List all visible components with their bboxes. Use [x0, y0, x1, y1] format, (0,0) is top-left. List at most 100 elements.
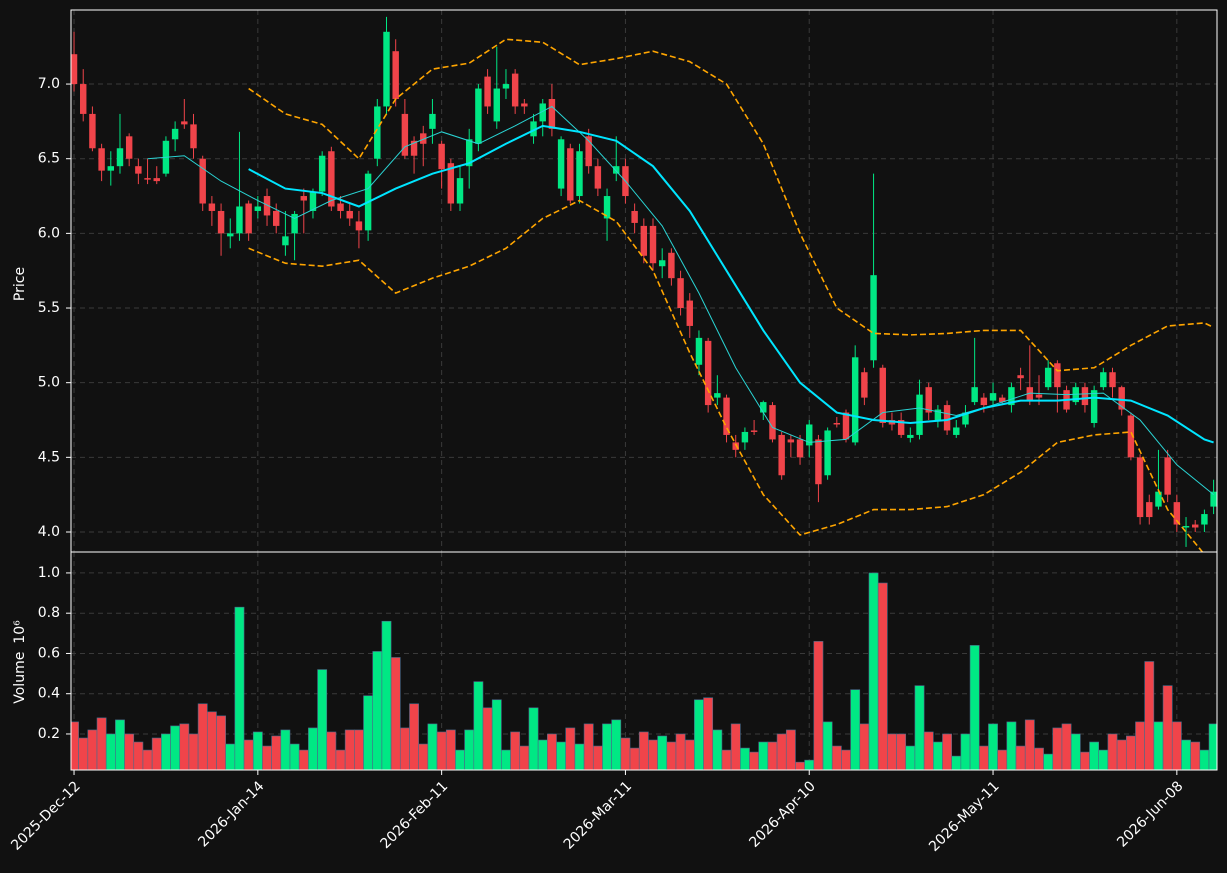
candle-body	[723, 397, 730, 435]
volume-bar	[151, 737, 162, 770]
volume-bar	[234, 606, 245, 770]
candle-body	[916, 394, 923, 435]
candle-body	[999, 397, 1006, 403]
volume-bar	[1080, 751, 1090, 770]
candle-body	[272, 210, 280, 226]
volume-bar	[501, 749, 511, 770]
volume-bar	[978, 745, 989, 770]
candle-body	[842, 412, 850, 440]
volume-bar	[528, 707, 539, 770]
volume-bar	[795, 761, 805, 770]
volume-bar	[1116, 739, 1127, 770]
candle-body	[475, 88, 482, 144]
candle-body	[107, 166, 115, 171]
volume-bar	[703, 697, 714, 770]
x-tick-label: 2026-Jun-08	[1114, 778, 1186, 850]
y-tick-label: 1.0	[38, 565, 60, 581]
candle-body	[410, 140, 418, 156]
candle-body	[631, 210, 638, 223]
y-tick-label: 0.8	[38, 605, 60, 621]
candle-body	[71, 54, 78, 85]
candle-body	[328, 151, 335, 207]
candle-body	[456, 178, 464, 204]
candle-body	[484, 76, 491, 107]
candle-body	[1201, 514, 1208, 525]
y-axis-scale: 10⁶	[12, 620, 28, 644]
volume-plot	[71, 572, 1217, 770]
volume-bar	[638, 731, 649, 770]
candle-body	[686, 300, 693, 326]
overlay-line	[248, 38, 1214, 372]
candle-body	[861, 372, 868, 398]
candle-body	[1044, 367, 1052, 388]
y-axis-label: Volume 10⁶	[12, 620, 28, 704]
volume-bar	[1070, 733, 1081, 770]
volume-bar	[105, 733, 116, 770]
candle-body	[254, 206, 262, 211]
volume-bar	[455, 749, 465, 770]
volume-bar	[841, 749, 851, 770]
overlay-line	[248, 124, 1214, 444]
candle-body	[171, 128, 179, 140]
candle-body	[815, 439, 822, 485]
candle-body	[1035, 394, 1043, 398]
y-axis-label: Price	[12, 267, 28, 301]
volume-bar	[666, 741, 677, 770]
volume-bar	[611, 719, 622, 770]
price-frame	[70, 9, 1218, 553]
candle-body	[907, 434, 914, 438]
candle-body	[420, 133, 427, 144]
candle-body	[217, 210, 225, 234]
candle-body	[227, 233, 234, 237]
volume-bar	[317, 669, 328, 770]
volume-bar	[1135, 721, 1145, 770]
candle-body	[769, 405, 776, 440]
volume-bar	[822, 721, 833, 770]
candle-body	[732, 442, 739, 450]
volume-bar	[1107, 733, 1118, 770]
overlay-line	[147, 105, 1214, 496]
candle-body	[493, 88, 500, 122]
volume-bar	[1052, 727, 1063, 770]
volume-bar	[344, 729, 355, 770]
x-tick-label: 2026-Feb-11	[378, 778, 452, 852]
volume-bar	[1153, 721, 1164, 770]
volume-bar	[115, 719, 125, 770]
grid-layer	[66, 10, 1217, 552]
candle-body	[291, 213, 298, 234]
price-plot	[71, 16, 1217, 552]
volume-bar	[445, 729, 456, 770]
volume-bar	[629, 747, 640, 770]
y-tick-label: 6.5	[38, 151, 60, 167]
candle-body	[557, 139, 565, 189]
volume-bar	[620, 737, 631, 770]
candle-body	[870, 275, 877, 361]
candle-body	[576, 151, 583, 197]
volume-bar	[648, 739, 658, 770]
volume-bar	[280, 729, 291, 770]
volume-bar	[740, 747, 750, 770]
candle-body	[1008, 387, 1015, 406]
x-tick-label: 2026-May-11	[926, 778, 1003, 855]
volume-bar	[363, 695, 374, 770]
volume-bar	[96, 717, 107, 770]
volume-bar	[602, 723, 612, 770]
candle-body	[1054, 363, 1061, 388]
candle-body	[1026, 387, 1034, 401]
candle-body	[355, 221, 363, 231]
candle-body	[199, 158, 206, 204]
volume-bar	[252, 731, 263, 770]
volume-bar	[225, 743, 236, 770]
volume-bar	[785, 729, 796, 770]
volume-bar	[933, 741, 943, 770]
candle-body	[778, 434, 785, 476]
candle-body	[897, 420, 905, 435]
y-tick-label: 0.6	[38, 645, 60, 661]
volume-bar	[1024, 719, 1035, 770]
volume-bar	[1098, 749, 1109, 770]
volume-bar	[427, 723, 438, 770]
candle-body	[851, 357, 859, 443]
volume-bar	[206, 711, 217, 770]
